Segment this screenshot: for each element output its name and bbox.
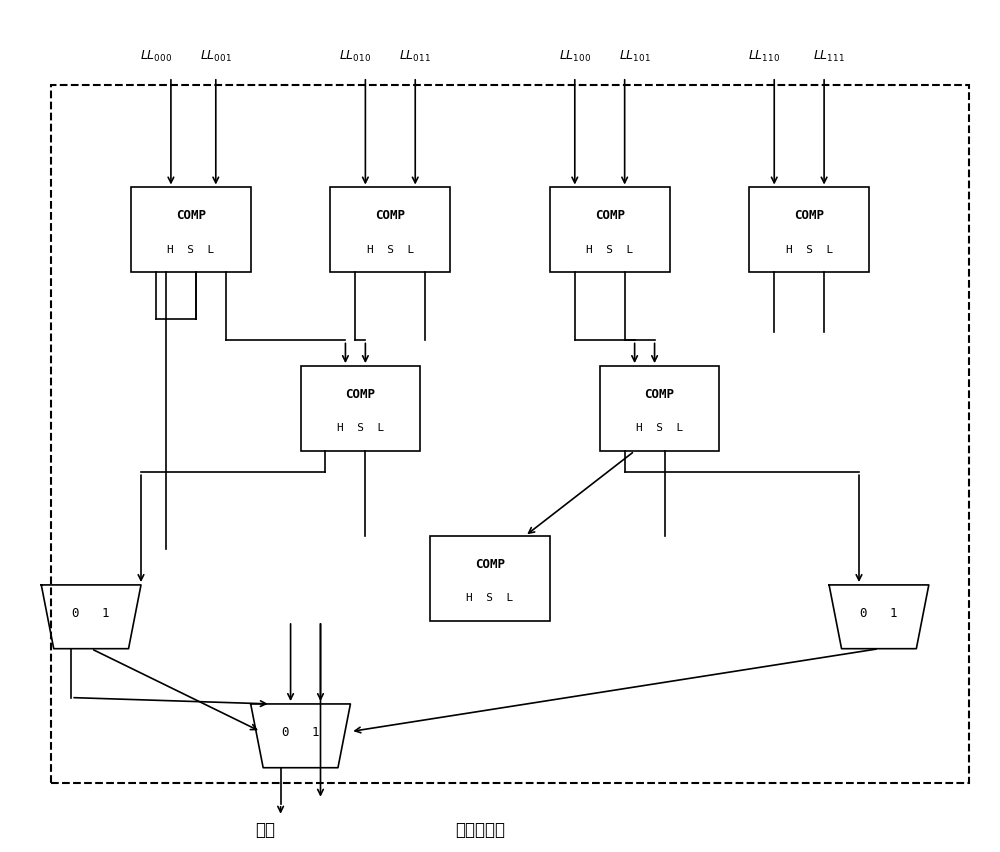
Text: COMP: COMP: [794, 209, 824, 222]
FancyBboxPatch shape: [131, 188, 251, 273]
Text: 0   1: 0 1: [282, 725, 319, 738]
FancyBboxPatch shape: [430, 537, 550, 621]
FancyBboxPatch shape: [749, 188, 869, 273]
Text: H  S  L: H S L: [786, 245, 833, 255]
FancyBboxPatch shape: [550, 188, 670, 273]
Text: $LL_{111}$: $LL_{111}$: [813, 49, 845, 64]
Text: 最大似然比: 最大似然比: [455, 820, 505, 838]
Text: 0   1: 0 1: [860, 607, 898, 619]
FancyBboxPatch shape: [301, 366, 420, 452]
Text: COMP: COMP: [475, 557, 505, 570]
Text: $LL_{010}$: $LL_{010}$: [339, 49, 371, 64]
Text: COMP: COMP: [595, 209, 625, 222]
Text: $LL_{101}$: $LL_{101}$: [619, 49, 651, 64]
Text: 0   1: 0 1: [72, 607, 110, 619]
Text: COMP: COMP: [176, 209, 206, 222]
Text: H  S  L: H S L: [167, 245, 214, 255]
Text: H  S  L: H S L: [367, 245, 414, 255]
Text: $LL_{000}$: $LL_{000}$: [140, 49, 172, 64]
Text: $LL_{001}$: $LL_{001}$: [200, 49, 232, 64]
FancyBboxPatch shape: [600, 366, 719, 452]
Text: $LL_{100}$: $LL_{100}$: [559, 49, 591, 64]
Text: 地址: 地址: [256, 820, 276, 838]
Text: H  S  L: H S L: [636, 423, 683, 433]
Text: COMP: COMP: [345, 388, 375, 400]
Text: H  S  L: H S L: [586, 245, 633, 255]
Text: H  S  L: H S L: [466, 592, 514, 602]
Text: H  S  L: H S L: [337, 423, 384, 433]
FancyBboxPatch shape: [330, 188, 450, 273]
Text: $LL_{110}$: $LL_{110}$: [748, 49, 780, 64]
Text: COMP: COMP: [645, 388, 675, 400]
Text: $LL_{011}$: $LL_{011}$: [399, 49, 431, 64]
Text: COMP: COMP: [375, 209, 405, 222]
